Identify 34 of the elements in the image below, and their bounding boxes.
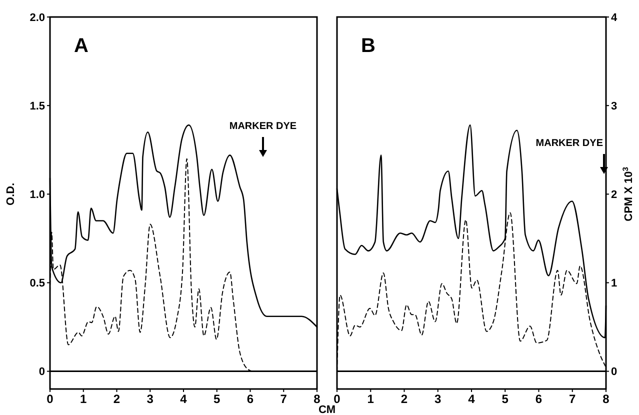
annotation: MARKER DYE: [536, 138, 604, 149]
y-tick-label: 1.0: [30, 188, 45, 201]
x-tick-label: 0: [46, 392, 54, 406]
x-tick-label: 3: [434, 392, 442, 406]
x-tick-label: 2: [400, 392, 408, 406]
x-axis-title: CM: [318, 404, 336, 415]
x-tick-label: 0: [334, 392, 341, 406]
x-tick-label: 1: [367, 392, 374, 406]
y2-tick-label: 4: [611, 12, 618, 24]
y-tick-label: 1.5: [30, 100, 45, 112]
y2-tick-label: 0: [611, 366, 618, 378]
annotation: MARKER DYE: [229, 121, 297, 132]
x-tick-label: 7: [280, 392, 288, 406]
x-tick-label: 4: [180, 392, 188, 406]
y-tick-label: 2.0: [30, 12, 45, 24]
text: B: [361, 35, 376, 57]
x-tick-label: 8: [314, 392, 321, 406]
y-axis-title: O.D.: [5, 182, 17, 206]
y-tick-label: 0.5: [30, 278, 45, 290]
y2-tick-label: 1: [611, 278, 618, 290]
x-tick-label: 1: [80, 392, 88, 406]
x-tick-label: 5: [502, 392, 509, 406]
y2-tick-label: 3: [611, 100, 618, 112]
x-tick-label: 7: [569, 392, 576, 406]
x-tick-label: 2: [113, 392, 120, 406]
x-tick-label: 4: [468, 392, 476, 406]
y2-tick-label: 2: [611, 188, 618, 201]
x-tick-label: 6: [535, 392, 542, 406]
y-tick-label: 0: [38, 366, 45, 378]
text: A: [74, 35, 88, 57]
x-tick-label: 3: [146, 392, 154, 406]
x-tick-label: 5: [214, 392, 221, 406]
x-tick-label: 8: [602, 392, 610, 406]
x-tick-label: 6: [246, 392, 254, 406]
